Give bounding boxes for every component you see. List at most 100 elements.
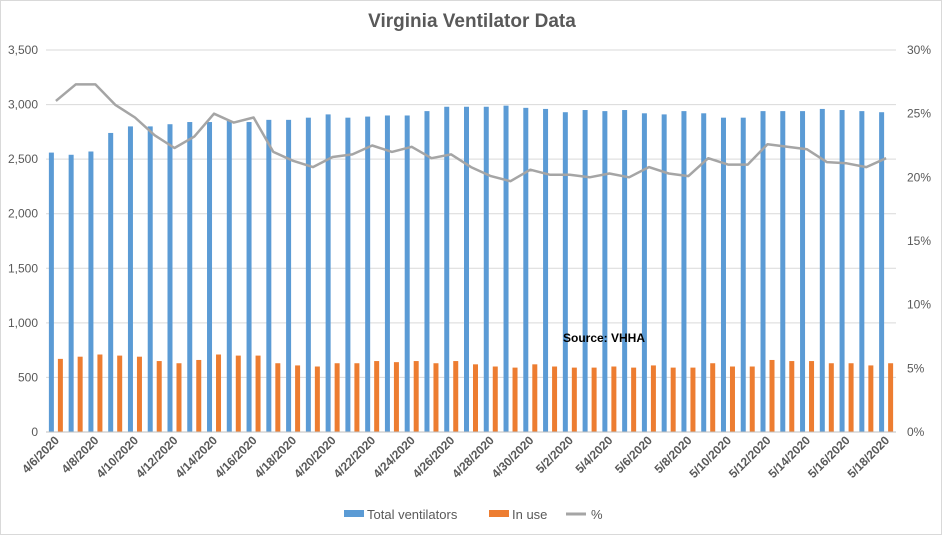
bar-in-use-15	[354, 363, 360, 432]
bar-total-ventilators-29	[622, 110, 628, 433]
bar-total-ventilators-31	[661, 114, 667, 432]
bar-total-ventilators-35	[740, 117, 746, 432]
bar-total-ventilators-26	[562, 112, 568, 432]
y-right-tick-label: 10%	[907, 298, 931, 312]
bar-total-ventilators-15	[345, 117, 351, 432]
y-left-tick-label: 1,000	[8, 316, 38, 330]
bar-in-use-38	[809, 361, 815, 432]
bar-total-ventilators-20	[444, 106, 450, 433]
legend-swatch-0	[344, 510, 364, 517]
x-tick-label: 4/16/2020	[212, 433, 260, 481]
y-right-tick-label: 30%	[907, 43, 931, 57]
bar-in-use-12	[295, 365, 301, 432]
x-tick-label: 4/22/2020	[331, 433, 379, 481]
bar-total-ventilators-11	[266, 119, 272, 432]
legend: Total ventilators In use%	[344, 507, 603, 522]
x-tick-label: 5/10/2020	[686, 433, 734, 481]
bar-total-ventilators-6	[167, 124, 173, 433]
bar-in-use-4	[136, 356, 142, 432]
bar-total-ventilators-14	[325, 114, 331, 432]
bar-in-use-33	[710, 363, 716, 432]
source-annotation: Source: VHHA	[563, 331, 645, 345]
bar-in-use-14	[334, 363, 340, 432]
x-tick-label: 5/14/2020	[766, 433, 814, 481]
y-right-tick-label: 0%	[907, 425, 925, 439]
bar-total-ventilators-8	[207, 122, 213, 432]
bar-total-ventilators-9	[226, 120, 232, 432]
x-tick-label: 4/20/2020	[291, 433, 339, 481]
bar-total-ventilators-38	[800, 111, 806, 433]
line-series	[55, 83, 887, 183]
bar-total-ventilators-13	[305, 117, 311, 432]
bar-in-use-34	[729, 366, 735, 432]
bar-total-ventilators-42	[879, 112, 885, 432]
x-tick-label: 4/28/2020	[449, 433, 497, 481]
bar-in-use-9	[235, 355, 241, 432]
y-left-tick-label: 3,500	[8, 43, 38, 57]
bar-in-use-16	[374, 361, 380, 432]
bar-in-use-11	[275, 363, 281, 432]
bar-in-use-5	[156, 361, 162, 432]
bar-in-use-30	[650, 365, 656, 432]
y-left-tick-label: 0	[31, 425, 38, 439]
bar-in-use-18	[413, 361, 419, 432]
bar-in-use-7	[196, 359, 202, 432]
bar-total-ventilators-23	[503, 105, 509, 433]
bar-total-ventilators-0	[48, 152, 54, 432]
bar-total-ventilators-32	[681, 111, 687, 433]
bar-in-use-35	[749, 366, 755, 432]
bar-total-ventilators-36	[760, 111, 766, 433]
bar-in-use-10	[255, 355, 261, 432]
x-tick-label: 5/16/2020	[805, 433, 853, 481]
bar-in-use-39	[828, 363, 834, 432]
legend-label: In use	[512, 507, 547, 522]
x-tick-label: 4/14/2020	[172, 433, 220, 481]
y-right-tick-label: 5%	[907, 361, 925, 375]
bar-total-ventilators-12	[286, 119, 292, 432]
bar-in-use-6	[176, 363, 182, 432]
bar-total-ventilators-37	[780, 111, 786, 433]
bar-in-use-19	[433, 363, 439, 432]
bar-total-ventilators-5	[147, 126, 153, 433]
bar-in-use-37	[789, 361, 795, 432]
chart-title: Virginia Ventilator Data	[368, 11, 576, 32]
bar-in-use-26	[571, 367, 577, 432]
bar-total-ventilators-2	[88, 151, 94, 432]
x-tick-label: 5/18/2020	[845, 433, 893, 481]
x-tick-label: 5/4/2020	[573, 433, 616, 476]
line-percent	[55, 83, 887, 183]
bar-total-ventilators-25	[543, 108, 549, 433]
bar-in-use-27	[591, 367, 597, 432]
bar-in-use-1	[77, 356, 83, 432]
bar-in-use-21	[473, 364, 478, 432]
legend-label: %	[591, 507, 603, 522]
bar-in-use-20	[453, 361, 459, 432]
bar-total-ventilators-28	[602, 111, 608, 433]
bar-in-use-41	[868, 365, 874, 432]
bar-in-use-42	[888, 363, 894, 432]
bar-in-use-25	[552, 366, 558, 432]
bar-in-use-29	[631, 367, 637, 432]
y-left-tick-label: 2,000	[8, 207, 38, 221]
x-tick-label: 5/2/2020	[533, 433, 576, 476]
bar-series	[48, 105, 894, 433]
bar-in-use-32	[690, 367, 696, 432]
y-left-tick-label: 2,500	[8, 152, 38, 166]
legend-swatch-1	[489, 510, 509, 517]
bar-total-ventilators-4	[127, 126, 133, 433]
bar-total-ventilators-10	[246, 122, 252, 432]
gridlines	[46, 49, 896, 378]
bar-in-use-23	[512, 367, 518, 432]
x-tick-label: 5/6/2020	[612, 433, 655, 476]
bar-in-use-13	[314, 366, 320, 432]
bar-total-ventilators-19	[424, 111, 430, 433]
x-tick-label: 4/6/2020	[19, 433, 62, 476]
bar-total-ventilators-39	[819, 108, 825, 433]
y-left-tick-label: 1,500	[8, 261, 38, 275]
bar-total-ventilators-18	[404, 115, 410, 432]
bar-total-ventilators-27	[582, 110, 588, 433]
bar-total-ventilators-41	[859, 111, 865, 433]
bar-in-use-2	[97, 354, 103, 432]
bar-total-ventilators-24	[523, 107, 529, 433]
y-left-tick-label: 3,000	[8, 98, 38, 112]
